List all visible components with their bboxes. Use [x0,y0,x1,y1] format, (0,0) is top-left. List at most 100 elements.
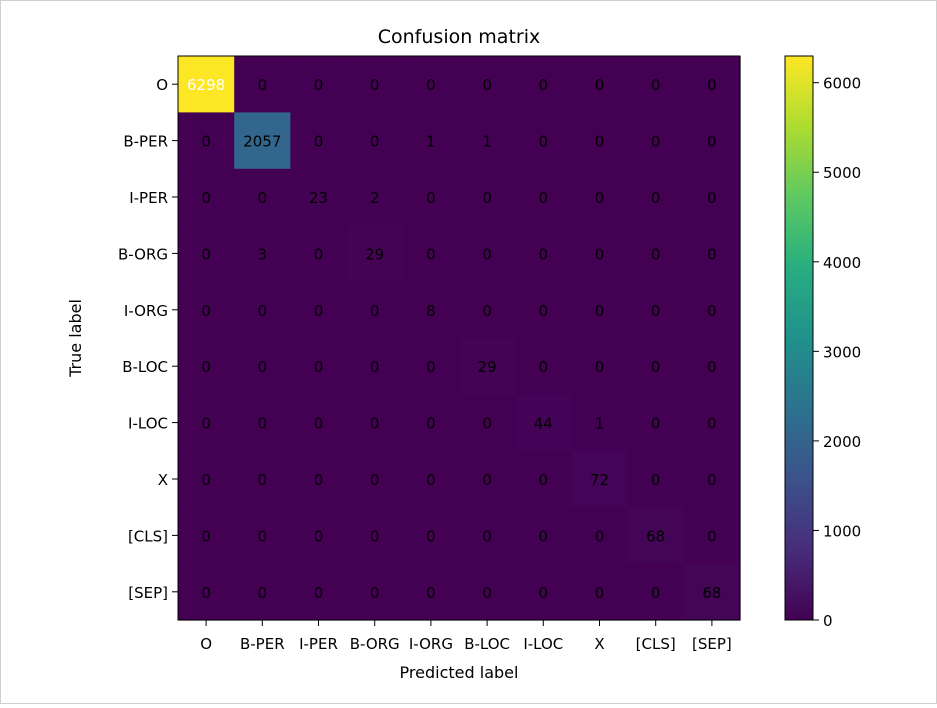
heatmap-cell [290,225,348,283]
y-axis-label: True label [66,299,85,378]
cell-value-label: 0 [314,584,324,602]
x-tick-label: O [200,635,212,653]
heatmap-cell [234,563,291,621]
heatmap-cell [459,338,516,395]
cell-value-label: 0 [201,471,211,489]
heatmap-cell [515,394,572,452]
heatmap-cell [234,168,291,226]
heatmap-cell [290,450,348,508]
heatmap-cell [683,225,741,283]
heatmap-cell [571,507,629,565]
cell-value-label: 0 [539,302,549,320]
heatmap-cell [683,563,741,621]
cell-value-label: 0 [651,584,661,602]
cell-value-label: 0 [314,133,324,151]
heatmap-cell [346,168,404,226]
heatmap-cell [571,281,629,339]
x-tick-label: I-LOC [523,635,563,653]
cell-value-label: 0 [314,76,324,94]
x-tick-label: B-LOC [464,635,510,653]
heatmap-cell [402,507,460,565]
heatmap-cell [402,168,460,226]
heatmap-cell [683,168,741,226]
heatmap-cell [683,338,741,395]
cell-value-label: 6298 [187,76,225,94]
heatmap-cell [571,338,629,395]
heatmap-cell [178,394,235,452]
cell-value-label: 0 [595,76,605,94]
heatmap-cell [571,563,629,621]
cell-value-label: 0 [651,358,661,376]
cell-value-label: 0 [314,415,324,433]
cell-value-label: 3 [258,245,268,263]
cell-value-label: 0 [201,358,211,376]
x-tick-label: X [594,635,604,653]
heatmap-cell [627,394,685,452]
y-tick-label: [SEP] [128,584,168,602]
cell-value-label: 0 [595,358,605,376]
heatmap-cell [627,225,685,283]
heatmap-cell [346,112,404,170]
heatmap-cell [459,281,516,339]
heatmap-cell [627,281,685,339]
cell-value-label: 0 [314,527,324,545]
heatmap-cell [346,338,404,395]
heatmap-cell [234,225,291,283]
heatmap-cell [178,507,235,565]
cell-value-label: 0 [426,189,436,207]
heatmap-cell-labels: 6298 0 0 0 0 0 0 0 0 0 0 2057 0 0 1 1 0 0 0 0 0 0 23 2 0 0 0 0 0 0 0 3 0… [187,76,721,602]
cell-value-label: 2 [370,189,380,207]
heatmap-cell [571,168,629,226]
x-tick-label: [SEP] [692,635,732,653]
heatmap-cell [683,112,741,170]
heatmap-cell [234,338,291,395]
cell-value-label: 0 [539,133,549,151]
heatmap-cell [290,281,348,339]
heatmap-cell [346,507,404,565]
heatmap-cell [234,281,291,339]
heatmap-cell [571,394,629,452]
cell-value-label: 0 [258,527,268,545]
cell-value-label: 0 [595,133,605,151]
cell-value-label: 1 [595,415,605,433]
colorbar-tick-label: 6000 [823,75,861,93]
heatmap-cell [515,168,572,226]
heatmap-cell [234,394,291,452]
heatmap-cell [346,450,404,508]
heatmap-cell [627,563,685,621]
cell-value-label: 0 [314,302,324,320]
heatmap-cell [459,225,516,283]
x-tick-label: [CLS] [636,635,676,653]
cell-value-label: 0 [370,358,380,376]
cell-value-label: 0 [482,76,492,94]
heatmap-cell [178,338,235,395]
heatmap-cell [459,394,516,452]
cell-value-label: 0 [258,415,268,433]
y-tick-label: [CLS] [128,527,168,545]
heatmap-cell [290,56,348,113]
cell-value-label: 23 [309,189,328,207]
chart-title: Confusion matrix [378,26,540,48]
colorbar-tick-label: 1000 [823,522,861,540]
cell-value-label: 0 [314,471,324,489]
cell-value-label: 0 [482,471,492,489]
heatmap-cell [402,338,460,395]
cell-value-label: 0 [482,584,492,602]
colorbar [784,55,814,621]
heatmap-cell [683,281,741,339]
y-tick-label: B-PER [123,133,168,151]
cell-value-label: 0 [370,471,380,489]
heatmap-cell [290,563,348,621]
heatmap-cell [402,112,460,170]
colorbar-tick-label: 3000 [823,343,861,361]
cell-value-label: 0 [595,189,605,207]
cell-value-label: 0 [707,471,717,489]
cell-value-label: 0 [201,245,211,263]
cell-value-label: 8 [426,302,436,320]
cell-value-label: 0 [595,302,605,320]
heatmap-cell [402,56,460,113]
heatmap-cell [459,450,516,508]
colorbar-tick-label: 4000 [823,254,861,272]
heatmap-cell [515,507,572,565]
cell-value-label: 0 [651,471,661,489]
